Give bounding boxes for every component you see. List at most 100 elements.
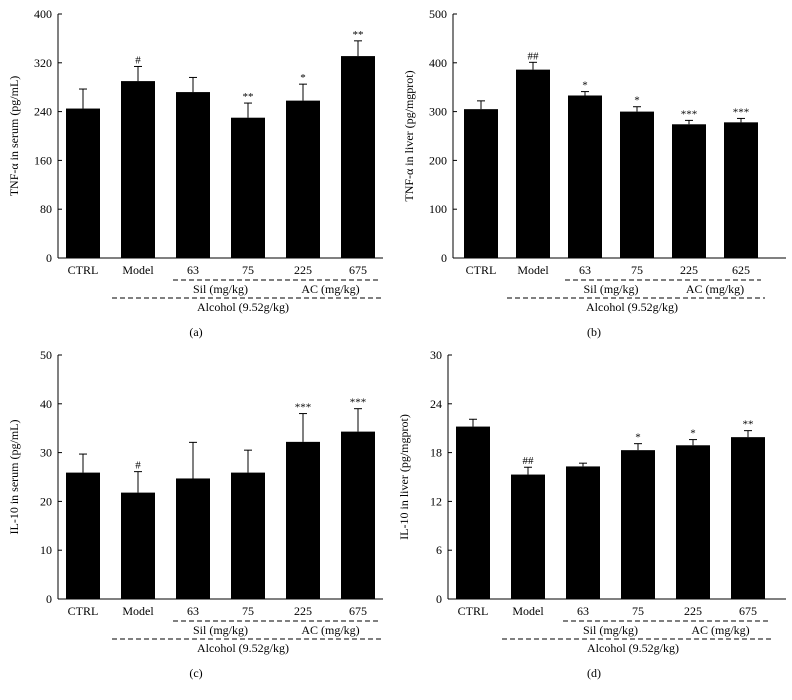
category-label: CTRL [68, 263, 99, 277]
y-tick-label: 0 [46, 251, 52, 265]
y-tick-label: 24 [430, 397, 442, 411]
category-label: 225 [680, 263, 698, 277]
panel-label: (d) [587, 666, 601, 680]
y-tick-label: 50 [40, 348, 52, 362]
category-label: CTRL [68, 604, 99, 618]
category-label: 63 [577, 604, 589, 618]
bar [676, 445, 710, 599]
ac-group-label: AC (mg/kg) [691, 623, 749, 637]
y-tick-label: 6 [436, 543, 442, 557]
y-tick-label: 10 [40, 543, 52, 557]
sil-group-label: Sil (mg/kg) [193, 623, 248, 637]
y-tick-label: 300 [429, 105, 447, 119]
significance-label: ** [743, 419, 754, 431]
significance-label: ## [523, 455, 535, 467]
category-label: CTRL [466, 263, 497, 277]
category-label: 675 [349, 263, 367, 277]
alcohol-group-label: Alcohol (9.52g/kg) [197, 300, 289, 314]
sil-group-label: Sil (mg/kg) [583, 623, 638, 637]
category-label: 63 [579, 263, 591, 277]
significance-label: ** [243, 91, 254, 103]
sil-group-label: Sil (mg/kg) [193, 282, 248, 296]
bar [286, 441, 320, 599]
significance-label: ## [528, 50, 540, 62]
y-tick-label: 400 [429, 56, 447, 70]
category-label: 675 [739, 604, 757, 618]
bar [231, 472, 265, 599]
sil-group-label: Sil (mg/kg) [583, 282, 638, 296]
category-label: 75 [632, 604, 644, 618]
bar [176, 92, 210, 258]
bar [621, 450, 655, 599]
category-label: 225 [684, 604, 702, 618]
bar [341, 56, 375, 259]
significance-label: *** [295, 402, 312, 414]
significance-label: # [135, 54, 141, 66]
y-tick-label: 0 [441, 251, 447, 265]
y-tick-label: 500 [429, 7, 447, 21]
category-label: CTRL [458, 604, 489, 618]
chart-panel-3: 0 10 20 30 40 50 IL-10 in serum (pg/mL) CTRL # Mo… [7, 348, 383, 680]
category-label: Model [122, 604, 154, 618]
bar [121, 492, 155, 599]
ac-group-label: AC (mg/kg) [301, 282, 359, 296]
category-label: 75 [242, 604, 254, 618]
y-axis-label: IL-10 in serum (pg/mL) [7, 420, 21, 535]
significance-label: # [135, 460, 141, 472]
bar [121, 81, 155, 258]
bar [341, 431, 375, 599]
y-tick-label: 40 [40, 397, 52, 411]
y-tick-label: 320 [34, 56, 52, 70]
panel-label: (a) [189, 325, 202, 339]
significance-label: *** [681, 108, 698, 120]
significance-label: * [635, 432, 641, 444]
chart-panel-4: 0 6 12 18 24 30 IL-10 in liver (pg/mgprot) CTRL… [397, 348, 786, 680]
bar [456, 426, 490, 599]
bar [516, 69, 550, 258]
y-tick-label: 80 [40, 202, 52, 216]
bar [724, 122, 758, 258]
category-label: 75 [631, 263, 643, 277]
y-tick-label: 100 [429, 202, 447, 216]
panel-label: (c) [189, 666, 202, 680]
category-label: Model [122, 263, 154, 277]
significance-label: * [300, 72, 306, 84]
y-tick-label: 200 [429, 153, 447, 167]
y-axis-label: TNF-α in serum (pg/mL) [7, 76, 21, 197]
significance-label: * [582, 80, 588, 92]
significance-label: *** [733, 106, 750, 118]
bar [620, 111, 654, 258]
bar [568, 95, 602, 258]
y-axis-label: TNF-α in liver (pg/mgprot) [402, 70, 416, 201]
bar [66, 108, 100, 258]
ac-group-label: AC (mg/kg) [686, 282, 744, 296]
y-tick-label: 240 [34, 105, 52, 119]
bar [66, 472, 100, 599]
category-label: 625 [732, 263, 750, 277]
bar [731, 437, 765, 599]
bar [176, 478, 210, 599]
bar [286, 100, 320, 259]
y-tick-label: 400 [34, 7, 52, 21]
category-label: 63 [187, 263, 199, 277]
bar [511, 474, 545, 599]
bar [231, 117, 265, 258]
y-tick-label: 30 [430, 348, 442, 362]
category-label: Model [517, 263, 549, 277]
y-tick-label: 18 [430, 446, 442, 460]
alcohol-group-label: Alcohol (9.52g/kg) [587, 641, 679, 655]
bar [672, 124, 706, 259]
significance-label: * [690, 428, 696, 440]
category-label: 675 [349, 604, 367, 618]
category-label: 225 [294, 263, 312, 277]
category-label: 63 [187, 604, 199, 618]
chart-panel-2: 0 100 200 300 400 500 TNF-α in liver (pg/mgpro… [402, 7, 786, 339]
category-label: Model [512, 604, 544, 618]
y-tick-label: 160 [34, 153, 52, 167]
chart-panel-1: 0 80 160 240 320 400 TNF-α in serum (pg/mL) CTR… [7, 7, 383, 339]
significance-label: *** [350, 397, 367, 409]
significance-label: * [634, 95, 640, 107]
category-label: 75 [242, 263, 254, 277]
significance-label: ** [353, 29, 364, 41]
